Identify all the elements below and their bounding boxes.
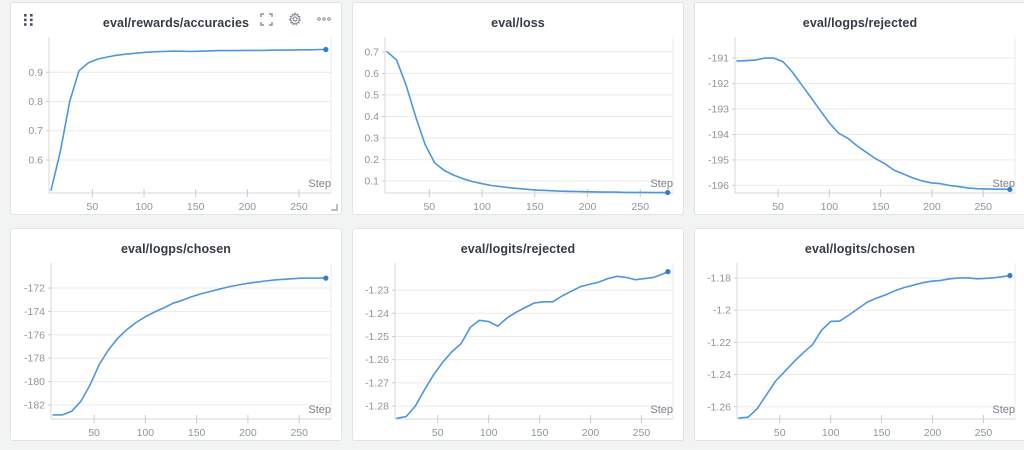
svg-text:-176: -176 [24, 329, 45, 341]
chart-panel-rewards-accuracies[interactable]: eval/rewards/accuracies 0.9 0.8 0.7 0.6 50 10… [10, 2, 342, 215]
svg-text:-194: -194 [708, 129, 729, 141]
svg-text:-178: -178 [24, 353, 45, 365]
svg-text:-1.24: -1.24 [365, 308, 389, 320]
svg-text:-1.25: -1.25 [365, 331, 389, 343]
svg-text:-180: -180 [24, 376, 45, 388]
svg-text:50: 50 [87, 201, 99, 213]
svg-text:Step: Step [650, 178, 673, 190]
svg-text:50: 50 [774, 427, 786, 439]
svg-text:50: 50 [772, 201, 784, 213]
svg-text:200: 200 [239, 427, 257, 439]
svg-text:200: 200 [924, 427, 942, 439]
svg-text:-182: -182 [24, 399, 45, 411]
svg-text:200: 200 [923, 201, 941, 213]
svg-text:150: 150 [188, 427, 206, 439]
svg-text:-172: -172 [24, 283, 45, 295]
svg-text:-174: -174 [24, 306, 45, 318]
line-chart-logits-chosen: -1.18 -1.2 -1.22 -1.24 -1.26 50 100 150 200 250 St… [707, 263, 1016, 439]
svg-text:0.3: 0.3 [364, 133, 379, 145]
svg-text:0.1: 0.1 [364, 176, 379, 188]
svg-text:0.9: 0.9 [28, 67, 43, 79]
svg-text:-196: -196 [708, 180, 729, 192]
svg-text:250: 250 [974, 201, 992, 213]
svg-text:-1.26: -1.26 [365, 354, 389, 366]
svg-text:-1.27: -1.27 [365, 377, 389, 389]
svg-text:Step: Step [650, 404, 673, 416]
svg-text:100: 100 [473, 201, 491, 213]
svg-text:150: 150 [531, 427, 549, 439]
svg-text:-192: -192 [708, 78, 729, 90]
svg-text:Step: Step [992, 404, 1015, 416]
line-chart-logits-rejected: -1.23 -1.24 -1.25 -1.26 -1.27 -1.28 50 100 150 20… [365, 263, 674, 439]
svg-text:0.7: 0.7 [28, 125, 43, 137]
svg-text:-191: -191 [708, 53, 729, 65]
svg-text:0.4: 0.4 [364, 111, 379, 123]
svg-text:0.6: 0.6 [364, 68, 379, 80]
svg-text:250: 250 [975, 427, 993, 439]
svg-text:150: 150 [526, 201, 544, 213]
svg-text:-1.18: -1.18 [707, 272, 731, 284]
chart-panel-loss[interactable]: eval/loss 0.7 0.6 0.5 0.4 0.3 0.2 0.1 50 100 150 2… [352, 2, 684, 215]
svg-text:100: 100 [822, 427, 840, 439]
svg-text:100: 100 [821, 201, 839, 213]
svg-text:250: 250 [632, 201, 650, 213]
svg-text:Step: Step [308, 178, 331, 190]
more-options-icon[interactable] [317, 17, 331, 21]
svg-text:150: 150 [872, 201, 890, 213]
svg-text:100: 100 [480, 427, 498, 439]
svg-text:-1.23: -1.23 [365, 285, 389, 297]
svg-text:50: 50 [88, 427, 100, 439]
svg-text:100: 100 [135, 201, 153, 213]
svg-text:50: 50 [423, 201, 435, 213]
svg-text:50: 50 [432, 427, 444, 439]
svg-text:100: 100 [137, 427, 155, 439]
svg-text:250: 250 [633, 427, 651, 439]
svg-text:-193: -193 [708, 103, 729, 115]
svg-text:Step: Step [308, 404, 331, 416]
svg-text:200: 200 [579, 201, 597, 213]
fullscreen-icon[interactable] [260, 12, 273, 26]
line-chart-logps-chosen: -172 -174 -176 -178 -180 -182 50 100 150 200 250St… [24, 263, 332, 439]
svg-text:0.2: 0.2 [364, 154, 379, 166]
svg-text:0.8: 0.8 [28, 96, 43, 108]
chart-panel-logits-chosen[interactable]: eval/logits/chosen -1.18 -1.2 -1.22 -1.24 -1… [694, 228, 1024, 441]
svg-text:-1.24: -1.24 [707, 369, 731, 381]
svg-text:0.5: 0.5 [364, 89, 379, 101]
svg-text:150: 150 [873, 427, 891, 439]
gear-icon[interactable] [288, 12, 302, 26]
svg-text:0.7: 0.7 [364, 46, 379, 58]
svg-text:-1.2: -1.2 [713, 305, 731, 317]
svg-text:-1.22: -1.22 [707, 337, 731, 349]
drag-handle-icon[interactable] [23, 13, 34, 31]
svg-text:250: 250 [290, 427, 308, 439]
svg-text:-1.28: -1.28 [365, 401, 389, 413]
svg-text:250: 250 [290, 201, 308, 213]
svg-text:150: 150 [187, 201, 205, 213]
chart-panel-logps-chosen[interactable]: eval/logps/chosen -172 -174 -176 -178 -180 -1… [10, 228, 342, 441]
svg-text:0.6: 0.6 [28, 154, 43, 166]
chart-panel-logits-rejected[interactable]: eval/logits/rejected -1.23 -1.24 -1.25 -1.2… [352, 228, 684, 441]
chart-panel-logps-rejected[interactable]: eval/logps/rejected -191 -192 -193 -194 -195… [694, 2, 1024, 215]
svg-text:200: 200 [239, 201, 257, 213]
svg-text:-195: -195 [708, 154, 729, 166]
svg-text:-1.26: -1.26 [707, 401, 731, 413]
panel-actions [260, 12, 331, 26]
svg-text:200: 200 [582, 427, 600, 439]
panel-resize-handle[interactable] [331, 204, 338, 211]
